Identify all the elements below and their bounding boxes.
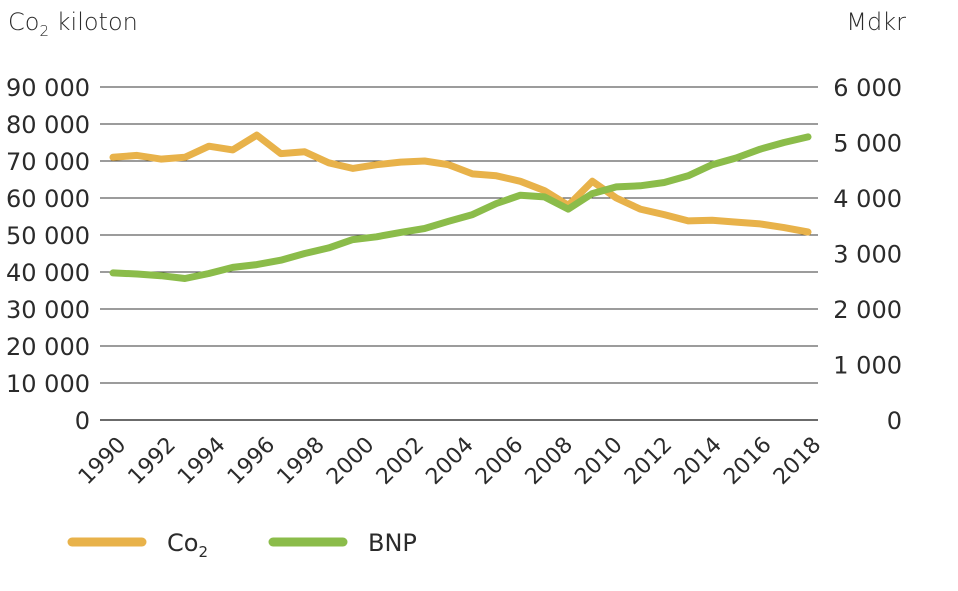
left-tick-label: 90 000: [6, 74, 90, 102]
series-lines: [109, 131, 812, 282]
legend-label: BNP: [368, 529, 417, 557]
right-tick-label: 1 000: [833, 352, 902, 380]
x-tick-label: 1998: [273, 433, 330, 490]
gridlines: [100, 86, 818, 421]
right-axis: 0 1 000 2 000 3 000 4 000 5 000 6 000: [833, 74, 902, 435]
x-axis: 1990199219941996199820002002200420062008…: [74, 433, 826, 490]
right-axis-title: Mdkr: [846, 8, 906, 36]
legend: Co2 BNP: [67, 529, 417, 561]
x-tick-label: 2000: [322, 433, 379, 490]
right-tick-label: 4 000: [833, 185, 902, 213]
series-line-co: [109, 131, 812, 236]
right-tick-label: 0: [887, 407, 902, 435]
left-axis: 0 10 000 20 000 30 000 40 000 50 000 60 000 70 …: [6, 74, 90, 435]
left-tick-label: 30 000: [6, 296, 90, 324]
x-tick-label: 2012: [620, 433, 677, 490]
x-tick-label: 2014: [670, 433, 727, 490]
right-tick-label: 3 000: [833, 241, 902, 269]
x-tick-label: 1992: [124, 433, 181, 490]
left-tick-label: 10 000: [6, 370, 90, 398]
left-tick-label: 50 000: [6, 222, 90, 250]
right-tick-label: 5 000: [833, 130, 902, 158]
left-tick-label: 40 000: [6, 259, 90, 287]
x-tick-label: 2004: [421, 433, 478, 490]
right-tick-label: 6 000: [833, 74, 902, 102]
left-tick-label: 20 000: [6, 333, 90, 361]
left-axis-title: Co2 kiloton: [8, 8, 138, 40]
x-tick-label: 2018: [769, 433, 826, 490]
x-tick-label: 2008: [521, 433, 578, 490]
series-line-bnp: [109, 133, 812, 282]
legend-label: Co2: [167, 529, 208, 561]
left-tick-label: 80 000: [6, 111, 90, 139]
x-tick-label: 1994: [173, 433, 230, 490]
right-tick-label: 2 000: [833, 296, 902, 324]
x-tick-label: 2016: [719, 433, 776, 490]
x-tick-label: 1996: [223, 433, 280, 490]
x-tick-label: 2002: [372, 433, 429, 490]
x-tick-label: 1990: [74, 433, 131, 490]
left-tick-label: 60 000: [6, 185, 90, 213]
x-tick-label: 2010: [570, 433, 627, 490]
x-tick-label: 2006: [471, 433, 528, 490]
left-tick-label: 0: [75, 407, 90, 435]
left-tick-label: 70 000: [6, 148, 90, 176]
